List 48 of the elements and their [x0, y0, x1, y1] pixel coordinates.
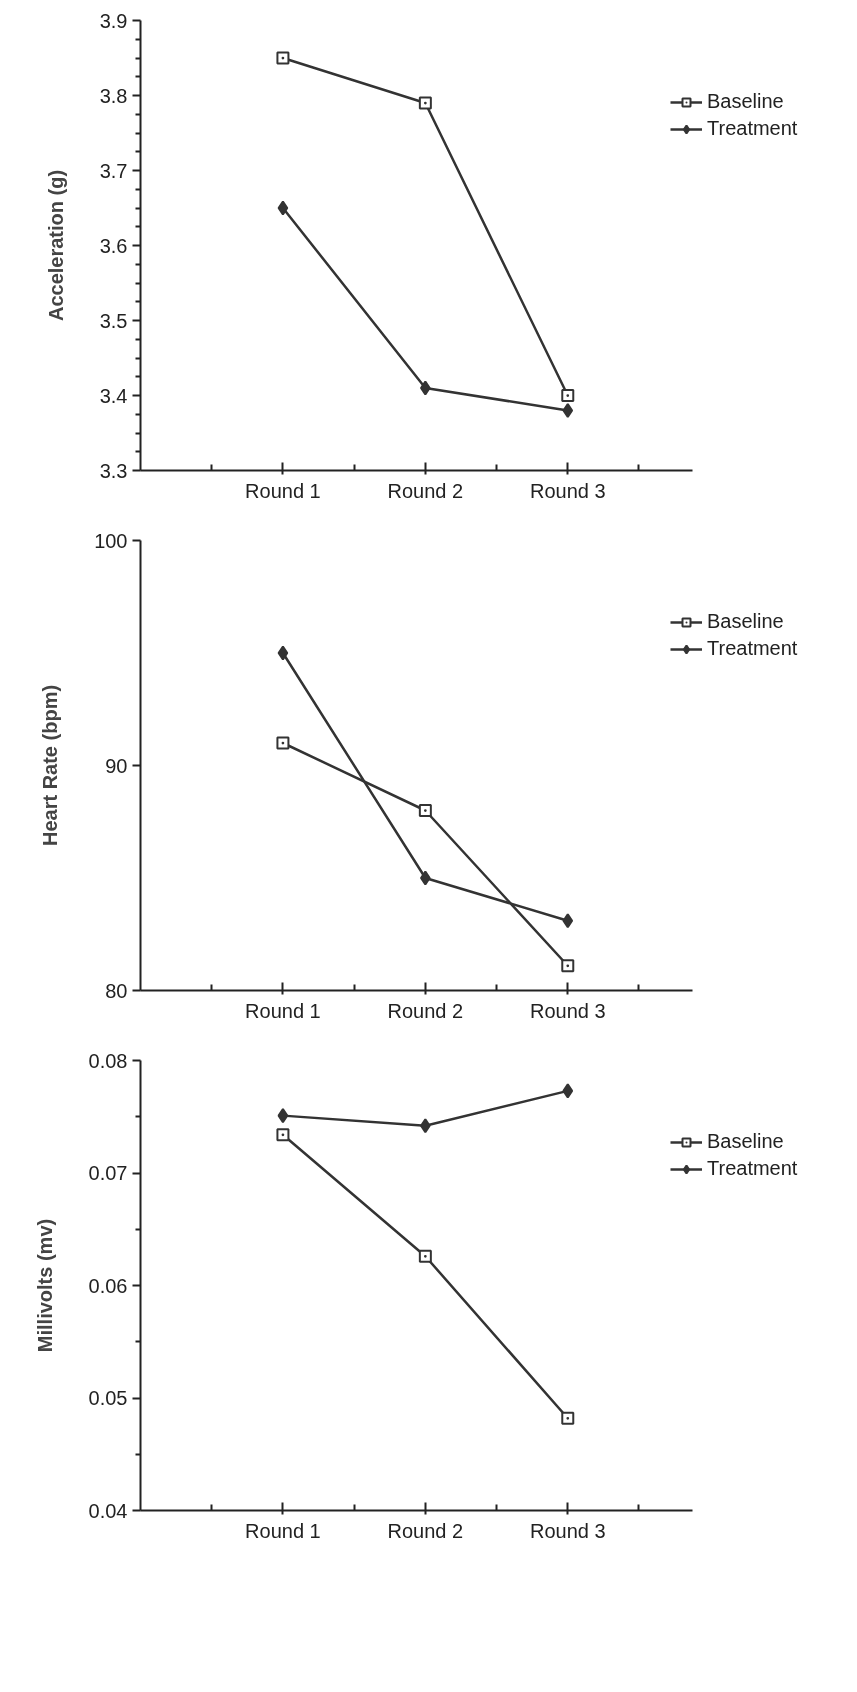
legend-label: Treatment: [707, 637, 798, 660]
y-tick-label: 0.07: [88, 1162, 128, 1184]
y-tick-label: 0.05: [88, 1387, 128, 1409]
y-tick-label: 0.04: [88, 1499, 128, 1522]
legend-label: Treatment: [707, 117, 798, 140]
x-tick-label: Round 1: [245, 999, 321, 1022]
x-tick-label: Round 2: [387, 999, 464, 1022]
x-tick-label: Round 2: [387, 479, 464, 502]
x-tick-label: Round 2: [387, 1519, 464, 1542]
point: [562, 913, 574, 929]
point: [562, 403, 574, 418]
x-tick-label: Round 3: [529, 479, 606, 502]
legend-label: Baseline: [707, 610, 784, 633]
legend-label: Treatment: [707, 1157, 798, 1180]
y-tick-label: 0.08: [88, 1049, 128, 1072]
y-tick-label: 90: [105, 754, 128, 777]
point: [561, 959, 575, 973]
legend-label: Baseline: [707, 1130, 784, 1153]
x-tick-label: Round 3: [529, 1519, 606, 1542]
point: [561, 389, 575, 402]
point: [418, 804, 432, 817]
y-tick-label: 3.6: [99, 234, 128, 257]
y-tick-label: 3.3: [99, 459, 128, 482]
y-tick-label: 3.8: [99, 84, 128, 107]
point: [418, 96, 432, 110]
point: [277, 200, 289, 216]
point: [276, 1128, 290, 1142]
y-tick-label: 3.5: [99, 309, 128, 332]
point: [276, 736, 290, 750]
y-tick-label: 3.4: [99, 384, 128, 407]
point: [418, 1249, 432, 1263]
y-tick-label: 3.7: [99, 159, 128, 182]
legend-label: Baseline: [707, 90, 784, 113]
x-tick-label: Round 3: [529, 999, 606, 1022]
y-axis-title: Acceleration (g): [44, 169, 67, 322]
y-tick-label: 100: [94, 529, 128, 552]
y-tick-label: 80: [105, 979, 128, 1002]
point: [276, 51, 290, 65]
point: [277, 645, 289, 661]
x-tick-label: Round 1: [245, 479, 321, 502]
y-tick-label: 0.06: [88, 1274, 128, 1297]
y-axis-title: Millivolts (mv): [33, 1218, 56, 1353]
y-tick-label: 3.9: [99, 9, 128, 32]
point: [562, 1083, 574, 1099]
point: [561, 1411, 575, 1425]
y-axis-title: Heart Rate (bpm): [39, 684, 62, 847]
x-tick-label: Round 1: [245, 1519, 321, 1542]
point: [277, 1108, 289, 1124]
